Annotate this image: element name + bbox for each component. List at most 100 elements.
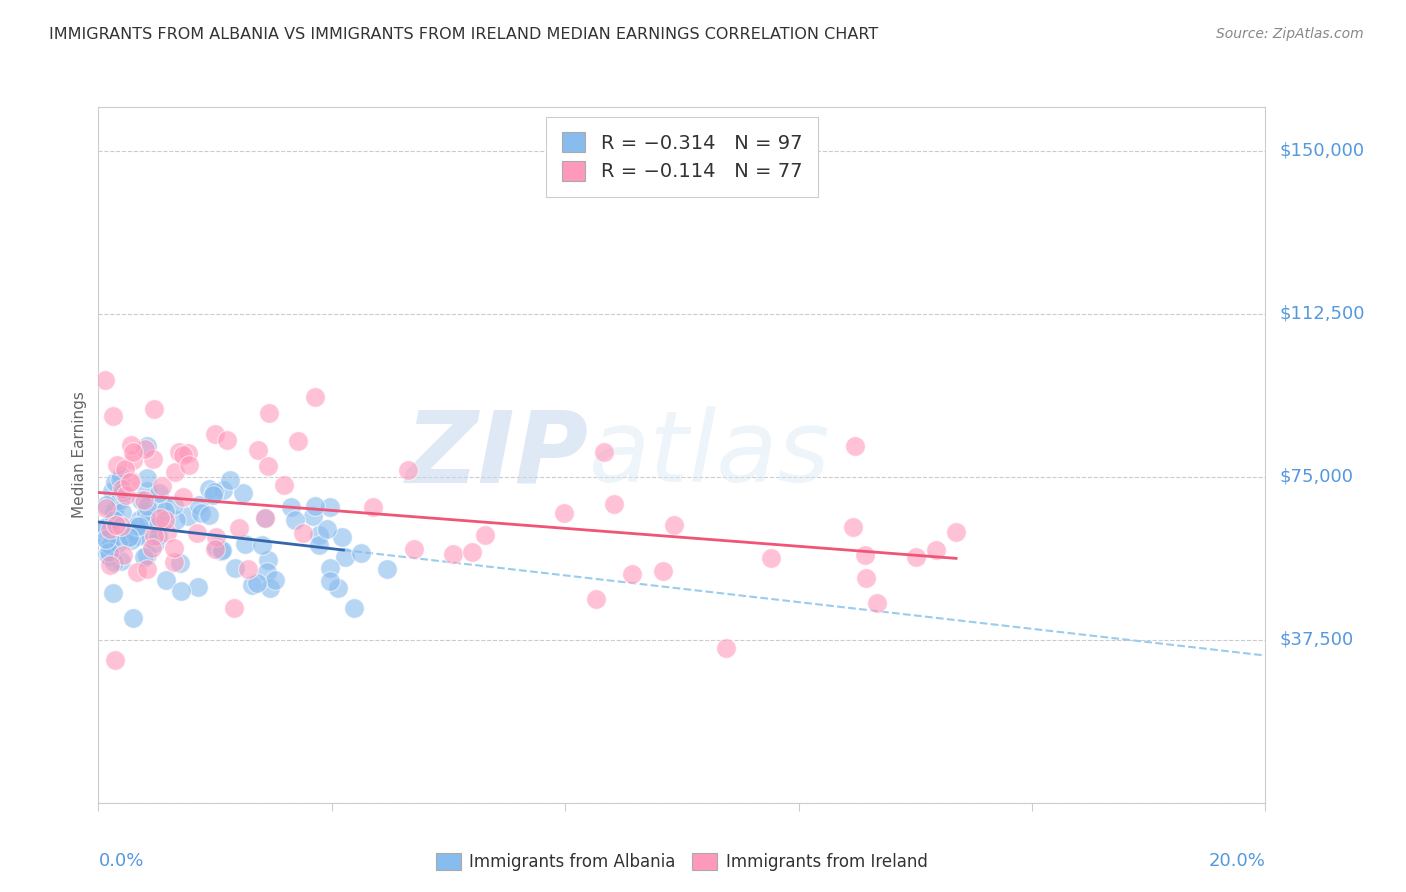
Point <box>212 483 235 498</box>
Point <box>121 610 143 624</box>
Point <box>138 529 160 543</box>
Point <box>205 540 228 554</box>
Point <box>209 544 232 558</box>
Point <box>136 513 159 527</box>
Point <box>103 513 125 527</box>
Point <box>945 524 967 539</box>
Point <box>111 505 134 519</box>
Point <box>593 445 616 459</box>
Point <box>96 532 118 546</box>
Point <box>149 511 172 525</box>
Point <box>204 426 226 441</box>
Point <box>319 500 342 515</box>
Point <box>198 482 221 496</box>
Point <box>104 475 127 490</box>
Point <box>135 471 157 485</box>
Point <box>112 548 135 562</box>
Text: IMMIGRANTS FROM ALBANIA VS IMMIGRANTS FROM IRELAND MEDIAN EARNINGS CORRELATION C: IMMIGRANTS FROM ALBANIA VS IMMIGRANTS FR… <box>49 27 879 42</box>
Point <box>316 522 339 536</box>
Point <box>714 640 737 655</box>
Point <box>134 550 156 565</box>
Text: $150,000: $150,000 <box>1279 142 1364 160</box>
Point <box>120 438 142 452</box>
Point <box>232 486 254 500</box>
Point <box>125 566 148 580</box>
Text: Source: ZipAtlas.com: Source: ZipAtlas.com <box>1216 27 1364 41</box>
Point <box>152 479 174 493</box>
Point <box>132 492 155 507</box>
Point <box>165 513 187 527</box>
Point <box>94 498 117 512</box>
Point <box>141 541 163 555</box>
Point <box>201 488 224 502</box>
Point <box>167 444 190 458</box>
Point <box>135 484 157 499</box>
Point <box>620 566 643 581</box>
Point <box>585 591 607 606</box>
Text: $112,500: $112,500 <box>1279 304 1365 323</box>
Point <box>115 488 138 502</box>
Point <box>146 518 169 533</box>
Point <box>115 531 138 545</box>
Point <box>146 529 169 543</box>
Point <box>156 526 179 541</box>
Point <box>98 538 121 552</box>
Point <box>662 518 685 533</box>
Point <box>256 566 278 580</box>
Point <box>135 562 157 576</box>
Point <box>904 549 927 564</box>
Point <box>280 500 302 515</box>
Point <box>111 484 134 499</box>
Point <box>853 548 876 562</box>
Point <box>96 520 118 534</box>
Point <box>136 548 159 562</box>
Point <box>104 529 127 543</box>
Point <box>240 578 263 592</box>
Point <box>187 580 209 594</box>
Point <box>136 499 159 513</box>
Point <box>179 458 201 472</box>
Point <box>284 513 307 527</box>
Point <box>304 390 326 404</box>
Point <box>107 536 129 550</box>
Point <box>98 522 121 536</box>
Point <box>302 508 325 523</box>
Point <box>100 528 122 542</box>
Point <box>172 490 194 504</box>
Point <box>253 510 276 524</box>
Point <box>224 600 246 615</box>
Point <box>142 402 165 417</box>
Text: 0.0%: 0.0% <box>98 852 143 870</box>
Point <box>172 448 194 462</box>
Point <box>110 468 132 483</box>
Point <box>205 530 228 544</box>
Point <box>129 492 152 507</box>
Point <box>114 527 136 541</box>
Point <box>291 526 314 541</box>
Point <box>98 558 121 573</box>
Point <box>128 513 150 527</box>
Point <box>101 585 124 599</box>
Point <box>211 542 233 557</box>
Point <box>308 527 330 541</box>
Point <box>142 452 165 467</box>
Point <box>361 500 384 515</box>
Point <box>228 521 250 535</box>
Point <box>101 515 124 529</box>
Point <box>259 582 281 596</box>
Point <box>94 500 117 515</box>
Point <box>319 561 342 575</box>
Text: $75,000: $75,000 <box>1279 467 1354 485</box>
Point <box>177 446 200 460</box>
Point <box>257 406 280 420</box>
Point <box>136 439 159 453</box>
Point <box>187 498 209 512</box>
Point <box>198 508 221 523</box>
Point <box>224 561 246 575</box>
Point <box>120 475 142 490</box>
Point <box>844 439 866 453</box>
Point <box>553 506 575 520</box>
Point <box>328 581 350 595</box>
Point <box>143 529 166 543</box>
Legend: Immigrants from Albania, Immigrants from Ireland: Immigrants from Albania, Immigrants from… <box>429 847 935 878</box>
